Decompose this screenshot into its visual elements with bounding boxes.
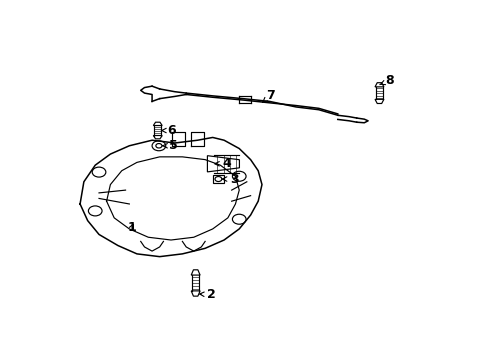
Text: 5: 5: [163, 139, 178, 152]
Text: 4: 4: [214, 157, 230, 170]
Text: 1: 1: [127, 221, 136, 234]
Text: 6: 6: [161, 124, 176, 137]
Text: 7: 7: [262, 89, 274, 102]
Text: 8: 8: [379, 74, 393, 87]
Text: 3: 3: [222, 172, 238, 185]
Text: 2: 2: [199, 288, 215, 301]
